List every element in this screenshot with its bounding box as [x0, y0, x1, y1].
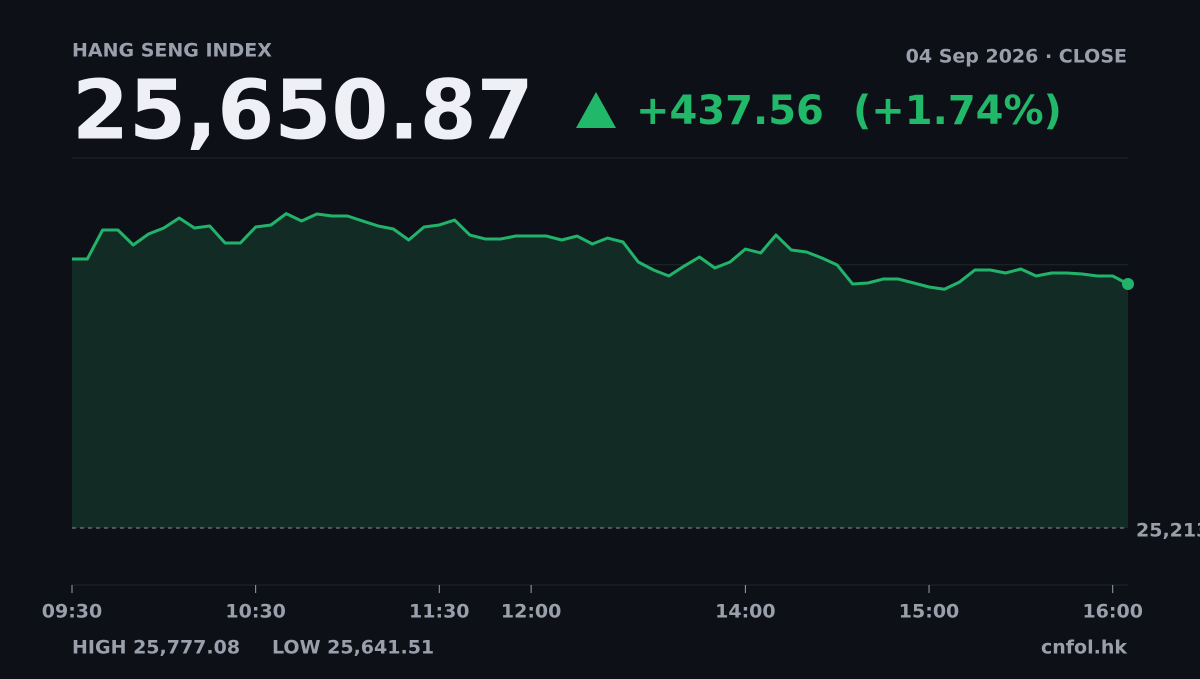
reference-label: 25,213 — [1136, 520, 1200, 542]
day-high: HIGH 25,777.08 — [72, 637, 240, 659]
plot: 09:30 10:30 11:30 12:00 14:00 15:00 16:00 25,21… — [42, 212, 1200, 623]
price-line — [72, 212, 1129, 291]
up-arrow — [576, 92, 616, 128]
date-status: 04 Sep 2026 · CLOSE — [906, 46, 1127, 68]
price: 25,650.87 — [72, 63, 534, 158]
x-tick-label: 16:00 — [1082, 601, 1142, 623]
day-low: LOW 25,641.51 — [272, 637, 434, 659]
x-tick-label: 10:30 — [225, 601, 285, 623]
x-tick-label: 09:30 — [42, 601, 102, 623]
change: +437.56 — [636, 88, 824, 134]
last-point — [1122, 278, 1134, 291]
index-name: HANG SENG INDEX — [72, 40, 272, 62]
x-tick-label: 15:00 — [899, 601, 959, 623]
source: cnfol.hk — [1041, 637, 1127, 659]
x-tick-label: 11:30 — [409, 601, 469, 623]
x-tick-label: 14:00 — [715, 601, 775, 623]
x-tick-label: 12:00 — [501, 601, 561, 623]
area-fill — [72, 213, 1128, 529]
change-pct: (+1.74%) — [853, 88, 1062, 134]
